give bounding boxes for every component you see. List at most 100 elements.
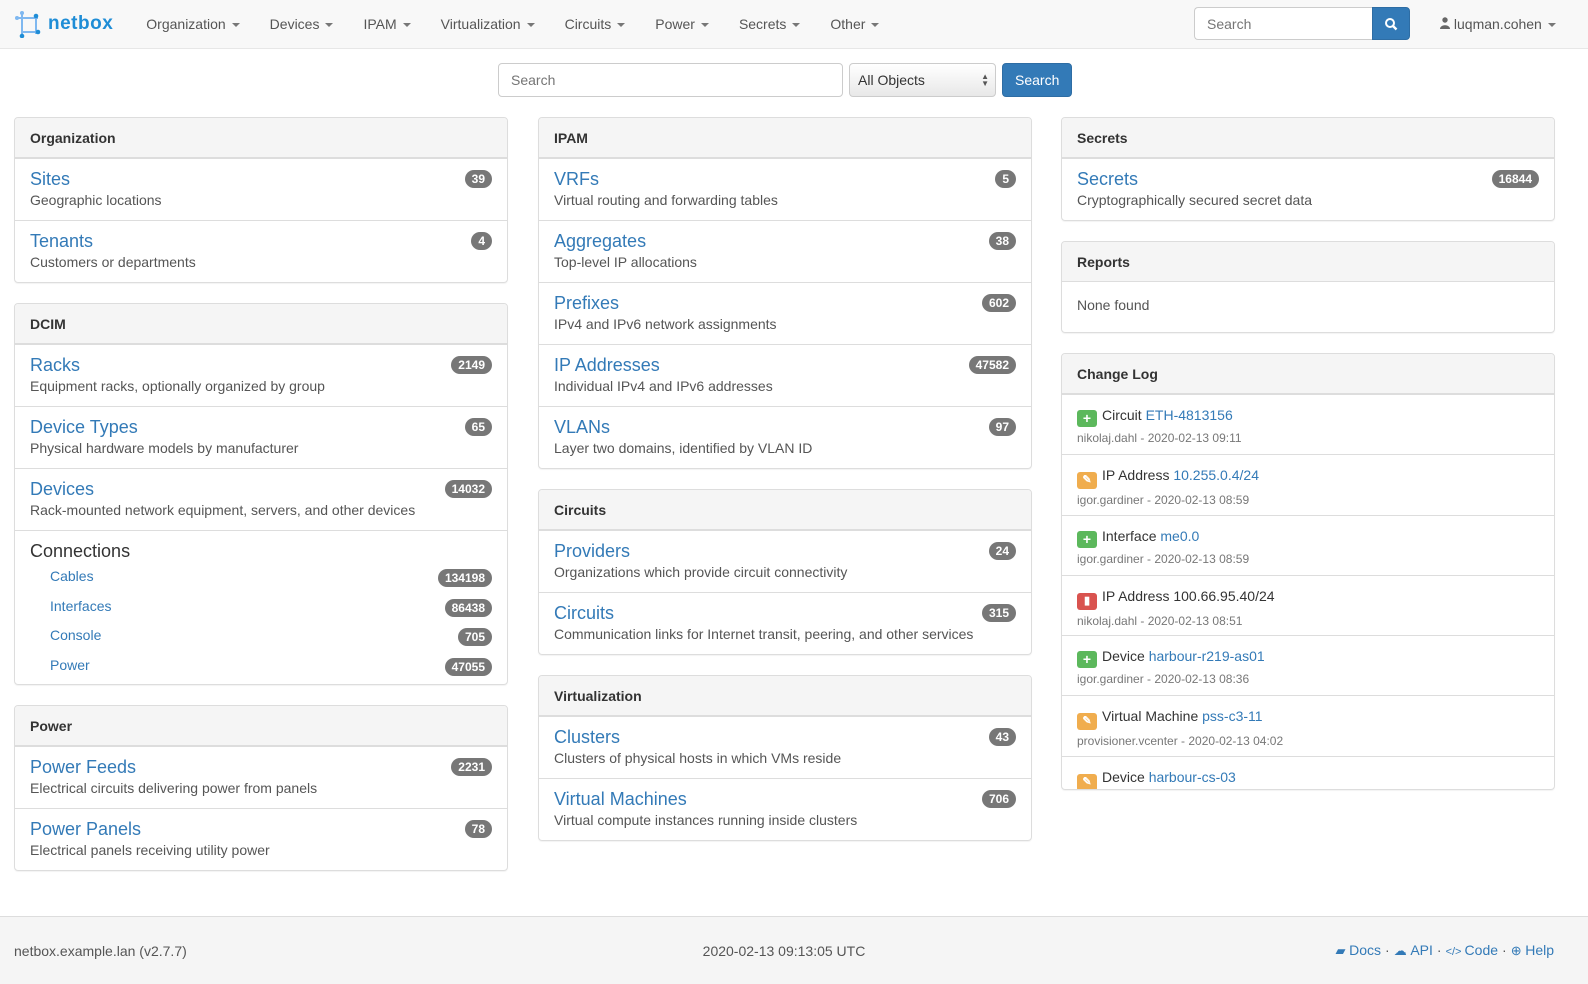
connection-item: Cables 134198: [30, 562, 492, 592]
count-badge: 97: [988, 418, 1016, 436]
item-description: Cryptographically secured secret data: [1077, 192, 1313, 208]
panel-reports: Reports None found: [1061, 241, 1555, 333]
chevron-down-icon: [1547, 23, 1556, 28]
link-secrets[interactable]: Secrets: [1077, 169, 1139, 189]
changelog-entry: + Circuit ETH-4813156 nikolaj.dahl - 2020-…: [1062, 394, 1554, 454]
link-device-types[interactable]: Device Types: [30, 417, 138, 437]
object-type: Interface: [1102, 527, 1157, 544]
chevron-down-icon: [402, 23, 411, 28]
link-vlans[interactable]: VLANs: [554, 417, 611, 437]
panel-virtualization: Virtualization Clusters Clusters of physic…: [538, 675, 1032, 841]
brand-logo[interactable]: netbox: [14, 10, 113, 38]
list-item: Virtual Machines Virtual compute instance…: [539, 778, 1031, 840]
navbar-search-button[interactable]: [1372, 7, 1410, 40]
entry-meta: igor.gardiner - 2020-02-13 08:36: [1077, 672, 1250, 687]
list-item: Providers Organizations which provide cir…: [539, 530, 1031, 592]
footer-link-label: Code: [1464, 942, 1499, 958]
panel-heading: Secrets: [1062, 118, 1554, 158]
object-link[interactable]: pss-c3-11: [1202, 708, 1263, 725]
panel-dcim: DCIM Racks Equipment racks, optionally org…: [14, 303, 508, 685]
book-icon: ▰: [1335, 943, 1350, 958]
count-badge: 78: [464, 820, 492, 838]
object-type-select[interactable]: All Objects ▲ ▼: [849, 63, 996, 97]
item-description: Customers or departments: [30, 254, 196, 270]
object-link[interactable]: me0.0: [1160, 527, 1200, 544]
user-icon: [1440, 17, 1450, 29]
lifebuoy-icon: ⊕: [1510, 943, 1526, 958]
link-clusters[interactable]: Clusters: [554, 727, 621, 747]
separator: ·: [1436, 942, 1442, 958]
link-prefixes[interactable]: Prefixes: [554, 293, 620, 313]
pencil-icon: ✎: [1077, 713, 1097, 731]
chevron-down-icon: [231, 23, 240, 28]
footer-link-api[interactable]: ☁ API: [1394, 942, 1433, 958]
list-item: Prefixes IPv4 and IPv6 network assignment…: [539, 282, 1031, 344]
nav-label: Other: [830, 16, 866, 32]
item-description: Rack-mounted network equipment, servers,…: [30, 502, 416, 518]
search-input[interactable]: [498, 63, 843, 97]
code-icon: </>: [1445, 946, 1465, 958]
chevron-down-icon: [792, 23, 801, 28]
link-circuits[interactable]: Circuits: [554, 603, 615, 623]
panel-heading: Change Log: [1062, 354, 1554, 394]
column-right: Secrets Secrets Cryptographically secured …: [1061, 117, 1555, 810]
plus-icon: +: [1077, 410, 1097, 427]
pencil-icon: ✎: [1077, 773, 1097, 789]
navbar-search-input[interactable]: [1194, 7, 1372, 40]
link-devices[interactable]: Devices: [30, 479, 95, 499]
link-tenants[interactable]: Tenants: [30, 231, 94, 251]
panel-heading: Circuits: [539, 490, 1031, 530]
item-description: Layer two domains, identified by VLAN ID: [554, 440, 813, 456]
link-power[interactable]: Power: [50, 656, 90, 673]
changelog-entry: ✎ Virtual Machine pss-c3-11 provisioner.vc…: [1062, 695, 1554, 755]
list-item: Racks Equipment racks, optionally organiz…: [15, 344, 507, 406]
connection-item: Interfaces 86438: [30, 592, 492, 622]
footer-link-help[interactable]: ⊕ Help: [1511, 942, 1554, 958]
nav-organization[interactable]: Organization: [131, 0, 254, 48]
link-power-feeds[interactable]: Power Feeds: [30, 757, 137, 777]
link-ip-addresses[interactable]: IP Addresses: [554, 355, 660, 375]
link-virtual-machines[interactable]: Virtual Machines: [554, 789, 687, 809]
nav-power[interactable]: Power: [640, 0, 724, 48]
footer-link-code[interactable]: </> Code: [1446, 942, 1498, 958]
object-link[interactable]: harbour-r219-as01: [1148, 648, 1265, 665]
nav-label: Devices: [269, 16, 320, 32]
count-badge: 43: [988, 728, 1016, 746]
object-link[interactable]: harbour-cs-03: [1148, 768, 1236, 785]
panel-change-log: Change Log + Circuit ETH-4813156 nikolaj.da…: [1061, 353, 1555, 790]
nav-other[interactable]: Other: [815, 0, 894, 48]
nav-virtualization[interactable]: Virtualization: [426, 0, 550, 48]
link-sites[interactable]: Sites: [30, 169, 71, 189]
cloud-icon: ☁: [1393, 943, 1411, 958]
link-racks[interactable]: Racks: [30, 355, 81, 375]
link-power-panels[interactable]: Power Panels: [30, 819, 142, 839]
netbox-logo-icon: [15, 11, 41, 38]
count-badge: 5: [995, 170, 1016, 188]
footer-link-docs[interactable]: ▰ Docs: [1336, 942, 1382, 958]
select-arrows-icon: ▲ ▼: [981, 72, 989, 88]
link-console[interactable]: Console: [50, 627, 102, 643]
footer-link-label: API: [1410, 942, 1433, 958]
list-item: VRFs Virtual routing and forwarding table…: [539, 158, 1031, 220]
link-interfaces[interactable]: Interfaces: [50, 597, 112, 614]
nav-secrets[interactable]: Secrets: [724, 0, 815, 48]
user-menu[interactable]: luqman.cohen: [1440, 0, 1556, 48]
nav-devices[interactable]: Devices: [255, 0, 349, 48]
nav-ipam[interactable]: IPAM: [348, 0, 425, 48]
separator: ·: [1502, 942, 1507, 958]
object-type: Circuit: [1102, 407, 1142, 423]
link-providers[interactable]: Providers: [554, 541, 631, 561]
object-link[interactable]: ETH-4813156: [1145, 407, 1233, 423]
count-badge: 134198: [437, 569, 492, 587]
search-button[interactable]: Search: [1002, 63, 1073, 97]
count-badge: 16844: [1491, 170, 1539, 188]
link-aggregates[interactable]: Aggregates: [554, 231, 647, 251]
item-description: Physical hardware models by manufacturer: [30, 440, 299, 456]
link-cables[interactable]: Cables: [50, 568, 94, 584]
count-badge: 705: [457, 628, 492, 646]
brand-name: netbox: [48, 13, 114, 34]
link-vrfs[interactable]: VRFs: [554, 169, 599, 189]
object-link[interactable]: 10.255.0.4/24: [1173, 467, 1259, 484]
list-item: Circuits Communication links for Internet…: [539, 592, 1031, 654]
nav-circuits[interactable]: Circuits: [550, 0, 641, 48]
